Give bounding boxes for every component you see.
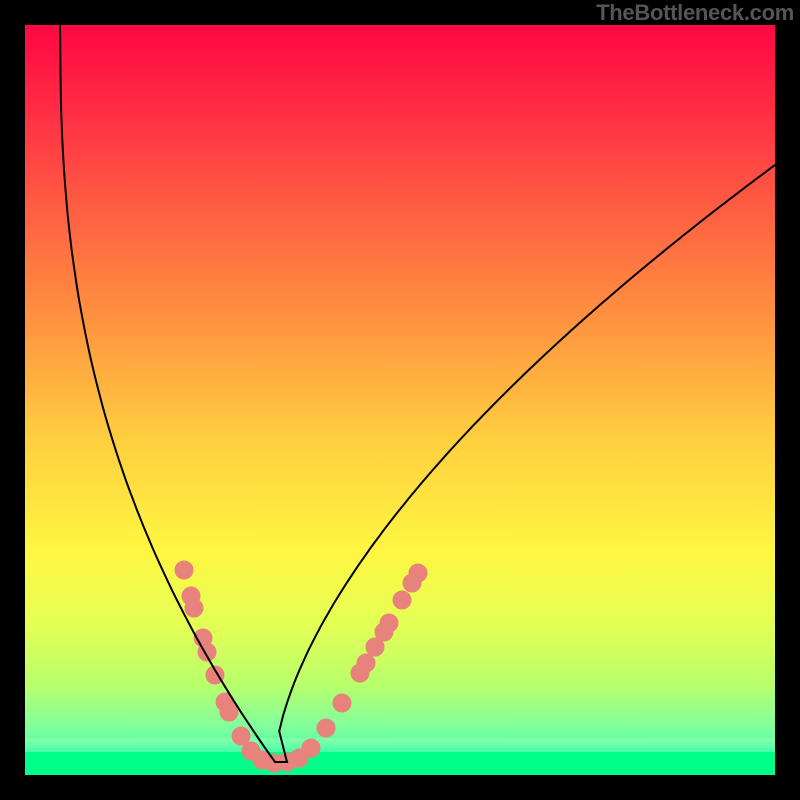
chart-container: TheBottleneck.com (0, 0, 800, 800)
data-marker (175, 561, 193, 579)
data-marker (380, 614, 398, 632)
gradient-background (25, 25, 775, 775)
bottleneck-chart (0, 0, 800, 800)
green-band (25, 738, 775, 775)
data-marker (317, 719, 335, 737)
data-marker (357, 654, 375, 672)
watermark-text: TheBottleneck.com (596, 0, 794, 26)
data-marker (220, 703, 238, 721)
data-marker (302, 739, 320, 757)
data-marker (333, 694, 351, 712)
data-marker (393, 591, 411, 609)
data-marker (409, 564, 427, 582)
data-marker (185, 599, 203, 617)
